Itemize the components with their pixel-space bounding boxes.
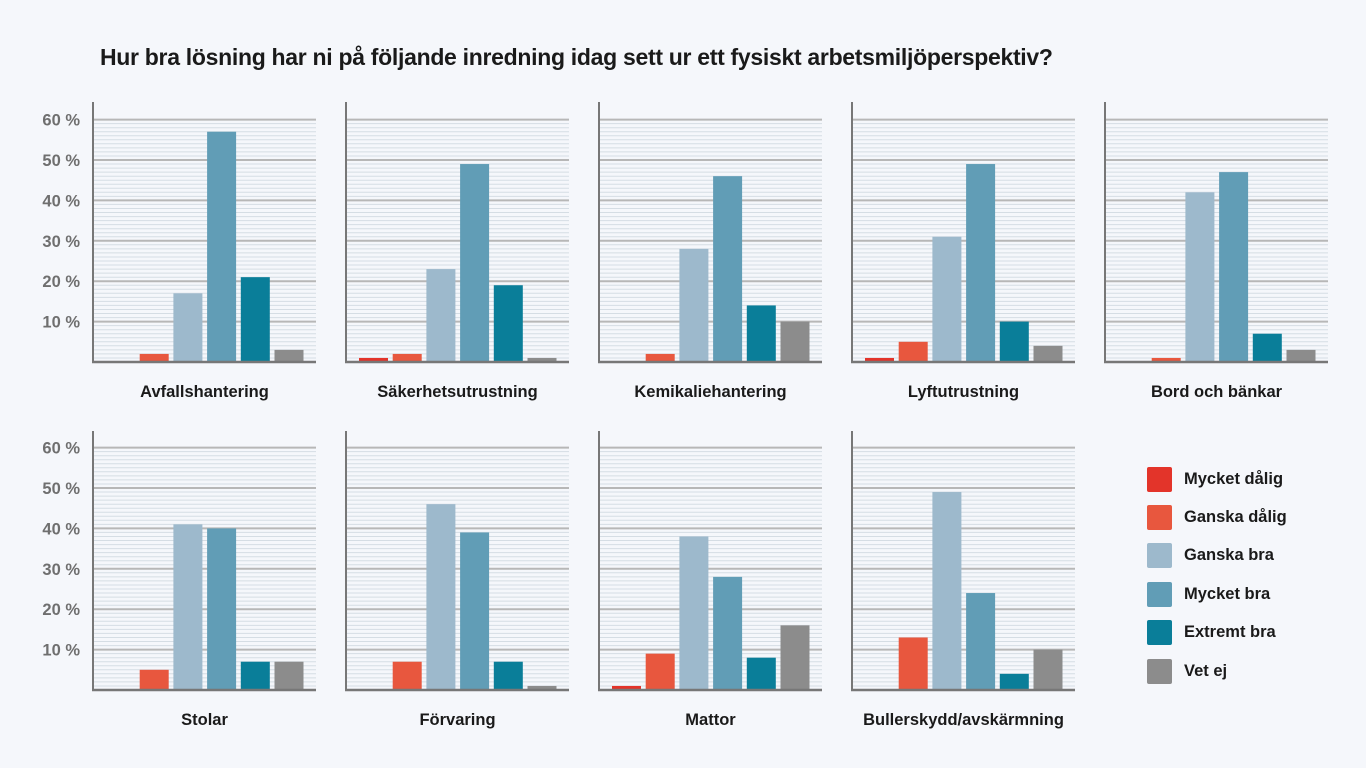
bar-vet-ej: [527, 685, 557, 690]
legend-label: Mycket bra: [1184, 584, 1271, 603]
subchart-title: Kemikaliehantering: [634, 383, 786, 401]
bar-extremt-bra: [746, 657, 776, 690]
bar-mycket-bra: [1219, 172, 1249, 362]
bar-extremt-bra: [746, 305, 776, 362]
legend-label: Mycket dålig: [1184, 469, 1284, 488]
legend-label: Extremt bra: [1184, 623, 1276, 642]
bar-extremt-bra: [493, 661, 523, 690]
y-tick-label: 60 %: [42, 440, 80, 458]
bar-extremt-bra: [999, 321, 1029, 362]
bar-mycket-d-lig: [359, 357, 388, 362]
bar-mycket-bra: [460, 532, 490, 690]
bar-ganska-d-lig: [898, 341, 928, 362]
legend-swatch: [1147, 466, 1172, 492]
subchart-title: Bullerskydd/avskärmning: [863, 711, 1064, 729]
legend-swatch: [1147, 505, 1172, 531]
bar-vet-ej: [527, 357, 557, 362]
bar-vet-ej: [274, 661, 304, 690]
bar-extremt-bra: [240, 661, 270, 690]
subchart-title: Bord och bänkar: [1151, 383, 1283, 401]
legend: Mycket dålig Ganska dålig Ganska bra Mycket…: [1147, 460, 1287, 690]
subchart-title: Mattor: [685, 711, 736, 729]
bar-vet-ej: [274, 349, 304, 362]
bar-mycket-bra: [207, 131, 237, 362]
subchart-title: Stolar: [181, 711, 228, 729]
bar-ganska-bra: [932, 492, 962, 690]
bar-mycket-d-lig: [865, 357, 894, 362]
bar-extremt-bra: [999, 673, 1029, 690]
bar-ganska-bra: [173, 293, 203, 362]
bar-ganska-d-lig: [392, 661, 422, 690]
bar-extremt-bra: [493, 285, 523, 362]
bar-vet-ej: [1033, 649, 1063, 690]
bar-vet-ej: [1033, 345, 1063, 362]
bar-ganska-bra: [1185, 192, 1215, 362]
bar-ganska-d-lig: [139, 669, 169, 690]
bar-ganska-d-lig: [392, 353, 422, 362]
y-tick-label: 50 %: [42, 152, 80, 170]
bar-ganska-d-lig: [139, 353, 169, 362]
legend-swatch: [1147, 620, 1172, 646]
bar-vet-ej: [780, 625, 810, 690]
subchart-title: Förvaring: [419, 711, 495, 729]
legend-label: Ganska dålig: [1184, 508, 1287, 527]
y-tick-label: 20 %: [42, 273, 80, 291]
bar-ganska-d-lig: [645, 653, 675, 690]
bar-mycket-bra: [207, 528, 237, 690]
y-tick-label: 40 %: [42, 192, 80, 210]
y-tick-label: 10 %: [42, 314, 80, 332]
bar-vet-ej: [1286, 349, 1316, 362]
y-tick-label: 20 %: [42, 601, 80, 619]
legend-item: Ganska dålig: [1147, 498, 1287, 536]
bar-vet-ej: [780, 321, 810, 362]
bar-mycket-bra: [713, 576, 743, 690]
chart-title: Hur bra lösning har ni på följande inred…: [100, 44, 1053, 70]
legend-item: Vet ej: [1147, 652, 1287, 690]
y-tick-label: 40 %: [42, 520, 80, 538]
bar-mycket-d-lig: [612, 685, 641, 690]
bar-extremt-bra: [240, 277, 270, 362]
bar-extremt-bra: [1252, 333, 1282, 362]
y-tick-label: 30 %: [42, 561, 80, 579]
bar-ganska-d-lig: [898, 637, 928, 690]
legend-item: Mycket bra: [1147, 575, 1287, 613]
subchart-title: Avfallshantering: [140, 383, 269, 401]
legend-item: Mycket dålig: [1147, 460, 1287, 498]
bar-ganska-d-lig: [645, 353, 675, 362]
legend-swatch: [1147, 658, 1172, 684]
legend-label: Vet ej: [1184, 661, 1228, 680]
bar-ganska-bra: [173, 524, 203, 690]
bar-ganska-bra: [679, 248, 709, 362]
legend-swatch: [1147, 543, 1172, 569]
subchart-title: Säkerhetsutrustning: [377, 383, 537, 401]
bar-ganska-bra: [426, 269, 456, 362]
legend-item: Ganska bra: [1147, 537, 1287, 575]
bar-mycket-bra: [966, 164, 996, 362]
bar-mycket-bra: [460, 164, 490, 362]
legend-label: Ganska bra: [1184, 546, 1274, 565]
bar-ganska-bra: [679, 536, 709, 690]
y-tick-label: 60 %: [42, 112, 80, 130]
legend-item: Extremt bra: [1147, 614, 1287, 652]
bar-ganska-bra: [932, 236, 962, 362]
subchart-title: Lyftutrustning: [908, 383, 1019, 401]
y-tick-label: 10 %: [42, 642, 80, 660]
bar-mycket-bra: [713, 176, 743, 362]
y-tick-label: 50 %: [42, 480, 80, 498]
bar-ganska-bra: [426, 504, 456, 690]
bar-mycket-bra: [966, 593, 996, 690]
legend-swatch: [1147, 581, 1172, 607]
y-tick-label: 30 %: [42, 233, 80, 251]
bar-ganska-d-lig: [1151, 357, 1181, 362]
